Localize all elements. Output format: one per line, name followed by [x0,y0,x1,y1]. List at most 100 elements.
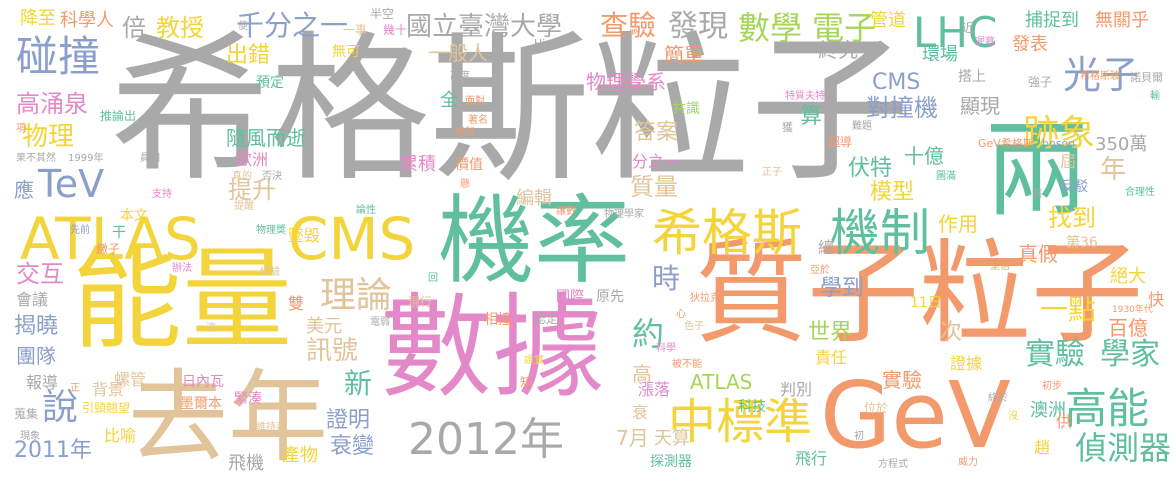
word-sezi: 色子 [684,321,704,332]
word-xianxiang: 現象 [20,431,40,442]
word-xianxian: 顯現 [960,94,1000,118]
word-ntu: 國立臺灣大學 [406,12,563,42]
word-rending: 認定 [534,312,559,326]
word-jincou: 緊湊 [234,391,262,407]
word-7yue: 7月 [616,426,649,450]
word-atlas-small: ATLAS [690,370,753,394]
word-tuman: 圖滿 [936,171,956,182]
word-chaodao: 超導 [828,135,853,149]
word-hui: 回 [428,273,438,284]
word-miandui: 面對 [465,96,485,107]
word-guandao: 管道 [870,10,906,31]
word-xiang: 項 [16,123,26,134]
word-huo: 獲 [782,121,793,134]
word-wulijiang: 物理獎 [256,225,286,236]
word-zhende: 真的 [232,171,252,182]
word-tuilunchu: 推論出 [100,109,137,123]
word-fabiao: 發表 [1012,34,1048,55]
word-xuedao: 學到 [820,276,865,301]
word-chubu: 初步 [1042,381,1062,392]
word-huiyi: 會議 [16,290,49,309]
word-tev: TeV [38,162,105,206]
word-jueda: 絕大 [1110,266,1146,287]
word-suifengershi: 隨風而逝 [226,126,306,150]
word-zhengshi: 證實 [524,355,544,366]
word-aozhou: 澳洲 [1030,400,1066,421]
word-biyu: 比喻 [104,426,137,445]
word-shijie: 世界 [808,320,853,345]
word-weichizhe: 維持著 [256,422,286,433]
word-zhongyu: 終於 [988,393,1008,404]
word-jishi: 幾十 [383,23,408,37]
word-shuaibian: 衰變 [330,434,375,459]
word-tuandui: 團隊 [16,344,56,368]
word-nian: 年 [1100,155,1127,185]
word-rineiwa: 日內瓦 [182,374,224,390]
word-rangshu: 讓數 [556,206,576,217]
word-zheng: 正 [70,383,80,394]
word-fute: 伏特 [848,156,893,181]
word-wuli: 物理 [22,122,75,152]
word-lhc: LHC [913,8,998,57]
word-gaodu: 高度 [450,71,470,82]
word-bankong: 半空 [370,7,395,21]
word-350wan: 350萬 [1095,134,1148,155]
word-atlas: ATLAS [20,205,201,273]
word-xigesibo: 希格斯玻 [1080,71,1120,82]
word-bei: 倍 [122,14,146,42]
word-kexue: 科學 [656,343,676,354]
word-di36: 第36 [1066,235,1098,251]
word-nuobeier: 諾貝爾 [1130,71,1163,84]
word-quan: 全 [440,90,458,111]
word-yiliu: 一流 [196,323,216,334]
word-shu: 輸 [1150,91,1160,102]
word-dilake: 狄拉克 [690,293,720,304]
word-jingyan: 經驗 [260,267,280,278]
word-qunian: 去年 [128,359,328,476]
word-ying: 應 [14,178,34,202]
word-guangzi: 光子 [1063,53,1140,97]
word-panbie: 判別 [780,380,813,399]
word-xuejia: 學家 [1100,337,1160,372]
word-shuo: 說 [42,387,79,428]
word-weili: 威力 [958,457,978,468]
word-jie: 屆 [1060,152,1077,171]
word-jixiang: 跡象 [1023,113,1096,154]
word-yuanxiang: 員相 [140,153,160,164]
word-guobuqiran: 果不其然 [16,153,56,164]
word-banfa: 辦法 [172,263,192,274]
word-gao: 高 [632,362,652,386]
word-tisheng: 提升 [228,176,276,204]
word-kexueren: 科學人 [60,10,114,31]
word-suan: 算 [800,104,823,129]
word-gaoneng: 高能 [1065,384,1150,433]
word-wulixuejia: 物理學家 [604,209,644,220]
word-nanti: 難題 [852,121,872,132]
word-zhengming: 證明 [326,408,371,433]
word-foujue: 否決 [262,171,282,182]
word-gan: 干 [112,225,126,241]
word-shi: 時 [652,262,681,295]
word-zhongjiu: 終究 [818,38,858,62]
word-zhichi: 支持 [152,189,172,200]
word-gongshi: 共識 [672,101,700,117]
word-beibuneng: 被不能 [672,359,702,370]
word-tixing: 提醒 [234,201,254,212]
word-zong: 總 [818,238,835,257]
word-yidian: 一點 [1040,293,1097,326]
word-souji: 蒐集 [14,407,39,421]
word-jiaoshou: 教授 [156,14,204,42]
word-jiazhi: 價值 [455,157,483,173]
word-chanwu: 產物 [282,445,318,466]
word-benwen: 本文 [120,208,148,224]
word-faxian: 發現 [668,9,728,44]
word-yuding: 預定 [256,75,284,91]
word-lunxing: 論性 [356,205,376,216]
word-wuguanhu: 無關乎 [1095,10,1149,31]
word-shuxue: 數學 [738,9,803,47]
word-jiangzhi: 降至 [20,8,56,29]
word-zhuihui: 墜毀 [288,226,321,245]
word-kuai: 快 [1148,290,1165,309]
word-shiyi: 十億 [904,144,944,168]
word-weiyu: 位於 [864,401,889,415]
